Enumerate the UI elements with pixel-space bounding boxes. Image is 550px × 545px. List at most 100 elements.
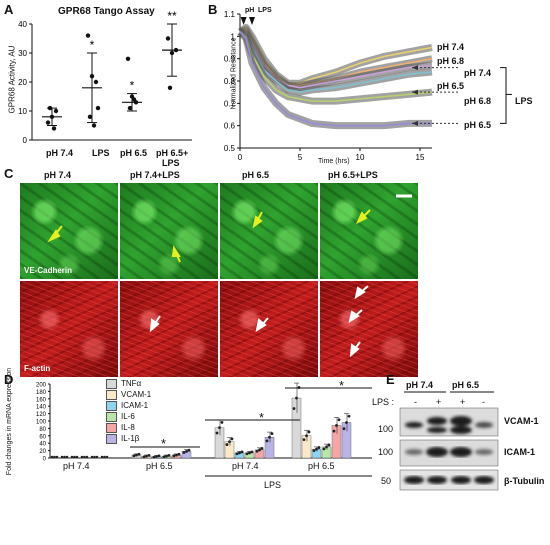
panel-c-letter: C xyxy=(4,166,14,181)
b-series-line xyxy=(239,31,432,127)
a-point xyxy=(87,114,93,120)
d-ytick-label: 0 xyxy=(43,457,47,463)
a-point xyxy=(125,56,131,61)
series-label-3: pH 7.4 xyxy=(464,68,492,78)
d-group-3: pH 7.4 xyxy=(232,461,259,471)
panel-b-letter: B xyxy=(208,2,218,17)
d-point xyxy=(187,448,191,452)
d-legend-label: TNFα xyxy=(121,379,142,388)
panel-b-chart: 0.5 0.6 0.7 0.8 0.9 1 1.1 0 5 10 15 xyxy=(224,10,512,162)
a-ytick-label: 40 xyxy=(18,20,27,29)
e-lps-1: - xyxy=(414,397,417,407)
b-pointer-head xyxy=(412,89,418,95)
a-point xyxy=(47,105,53,111)
a-point xyxy=(93,79,99,85)
d-legend-label: IL-6 xyxy=(121,412,135,421)
b-ytick-label: 1 xyxy=(231,32,236,41)
d-point xyxy=(185,449,188,453)
d-point xyxy=(335,424,338,427)
d-point xyxy=(83,455,86,459)
d-legend-item: ICAM-1 xyxy=(106,400,151,411)
series-label-5: pH 6.8 xyxy=(464,96,492,106)
d-point xyxy=(260,447,264,450)
micro-actin-1 xyxy=(20,281,118,377)
a-ytick-label: 30 xyxy=(18,49,27,58)
b-ytick-label: 0.7 xyxy=(224,99,236,108)
d-point xyxy=(182,451,186,454)
a-significance: * xyxy=(90,38,95,52)
d-point xyxy=(73,455,76,459)
d-legend-label: VCAM-1 xyxy=(121,390,152,399)
d-point xyxy=(225,443,229,446)
micro-col-2: pH 7.4+LPS xyxy=(130,170,180,180)
d-group-1: pH 7.4 xyxy=(63,461,90,471)
b-ytick-label: 0.9 xyxy=(224,55,236,64)
band-label-vcam: VCAM-1 xyxy=(504,416,539,426)
d-point xyxy=(345,421,348,424)
d-point xyxy=(327,443,331,447)
a-point xyxy=(95,105,101,111)
d-point xyxy=(175,453,178,457)
e-lps-3: + xyxy=(460,397,466,407)
d-point xyxy=(265,439,269,443)
a-ytick-label: 0 xyxy=(23,136,28,145)
d-point xyxy=(63,455,66,459)
d-point xyxy=(322,447,326,451)
d-point xyxy=(145,454,148,458)
panel-a-xtick-4a: pH 6.5+ xyxy=(156,148,189,158)
a-point xyxy=(89,74,95,79)
panel-a-title: GPR68 Tango Assay xyxy=(58,6,155,17)
e-group-2: pH 6.5 xyxy=(452,380,480,390)
d-point xyxy=(245,452,249,456)
d-group-2: pH 6.5 xyxy=(146,461,173,471)
panel-a-xtick-1: pH 7.4 xyxy=(46,148,74,158)
d-point xyxy=(152,455,156,459)
d-point xyxy=(70,455,74,459)
b-xtick-label: 15 xyxy=(416,153,425,162)
marker-ph: pH xyxy=(245,7,255,14)
d-point xyxy=(315,447,318,451)
micro-col-4: pH 6.5+LPS xyxy=(328,170,378,180)
d-legend-item: IL-1β xyxy=(106,433,151,444)
d-point xyxy=(220,420,224,424)
d-point xyxy=(167,453,171,457)
d-point xyxy=(50,455,54,459)
b-xtick-label: 10 xyxy=(356,153,365,162)
d-point xyxy=(93,455,96,459)
d-point xyxy=(135,453,138,457)
marker-lps: LPS xyxy=(258,7,272,14)
a-point xyxy=(131,97,137,102)
a-significance: ** xyxy=(167,9,177,23)
e-lps-label: LPS : xyxy=(372,397,395,407)
d-point xyxy=(65,455,69,459)
a-point xyxy=(127,105,133,111)
d-ytick-label: 120 xyxy=(36,412,47,418)
a-point xyxy=(85,33,91,38)
d-point xyxy=(302,438,306,442)
d-point xyxy=(268,435,271,439)
b-ytick-label: 0.6 xyxy=(224,122,236,131)
d-ytick-label: 60 xyxy=(39,434,46,440)
b-ytick-label: 1.1 xyxy=(224,10,236,19)
blot-vcam xyxy=(399,407,499,437)
series-label-6: pH 6.5 xyxy=(464,120,492,130)
b-xtick-label: 0 xyxy=(238,153,243,162)
d-legend-item: IL-6 xyxy=(106,411,151,422)
panel-d-letter: D xyxy=(4,372,14,387)
d-point xyxy=(162,455,166,459)
micro-actin-2 xyxy=(120,281,218,377)
e-group-1: pH 7.4 xyxy=(406,380,434,390)
panel-a-xtick-4b: LPS xyxy=(162,158,180,168)
d-legend-swatch xyxy=(106,400,117,411)
d-point xyxy=(295,396,298,400)
d-point xyxy=(235,452,239,456)
mw-3: 50 xyxy=(381,476,392,486)
b-marker-arrow xyxy=(249,17,255,25)
d-sig-3: * xyxy=(339,378,345,393)
d-point xyxy=(172,454,176,458)
d-sig-1: * xyxy=(161,436,167,451)
a-point xyxy=(49,114,55,120)
a-significance: * xyxy=(130,79,135,93)
